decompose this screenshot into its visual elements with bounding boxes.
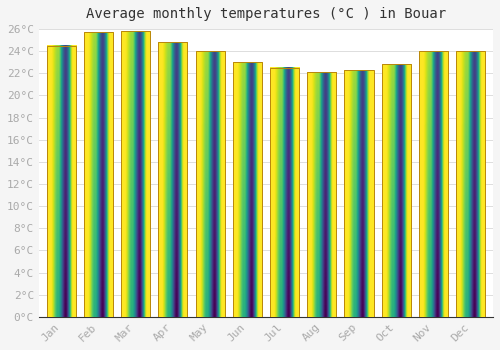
Bar <box>270 68 299 317</box>
Bar <box>84 33 113 317</box>
Bar <box>419 51 448 317</box>
Bar <box>233 62 262 317</box>
Bar <box>344 70 374 317</box>
Title: Average monthly temperatures (°C ) in Bouar: Average monthly temperatures (°C ) in Bo… <box>86 7 446 21</box>
Bar <box>456 51 485 317</box>
Bar <box>308 72 336 317</box>
Bar <box>46 46 76 317</box>
Bar <box>158 42 188 317</box>
Bar <box>382 64 411 317</box>
Bar <box>196 51 224 317</box>
Bar <box>121 31 150 317</box>
